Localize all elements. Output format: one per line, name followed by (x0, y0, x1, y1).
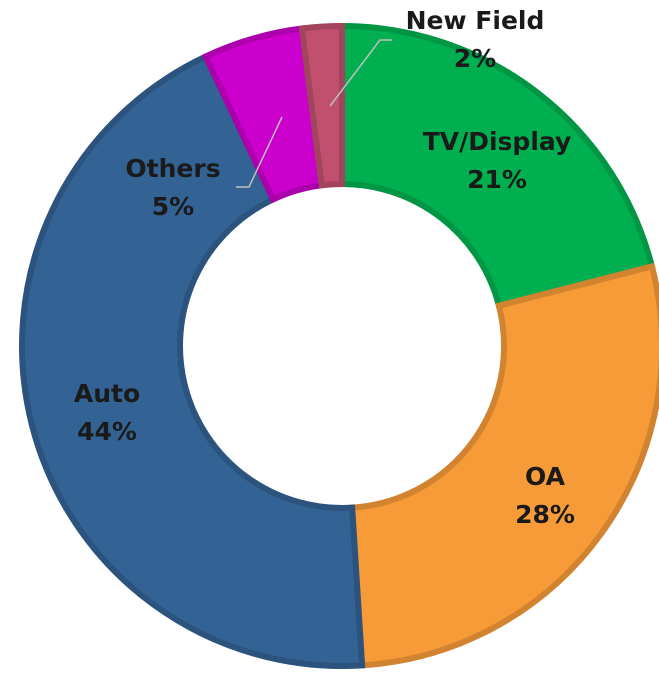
leader-line (329, 39, 392, 107)
slice-label: OA (525, 462, 566, 491)
labels: TV/Display 21% OA 28% Auto 44% Others 5% New Fie… (74, 6, 575, 529)
slices (19, 22, 659, 669)
slice-label: Auto (74, 379, 140, 408)
slice-value-label: 21% (467, 165, 527, 194)
slice-label: New Field (406, 6, 545, 35)
leader-line (236, 116, 283, 188)
slice-value-label: 44% (77, 417, 137, 446)
slice (298, 22, 345, 189)
slice-label: TV/Display (423, 127, 572, 156)
slice-value-label: 2% (454, 44, 496, 73)
slice (339, 22, 656, 310)
slice-label: Others (125, 154, 220, 183)
slice-value-label: 5% (152, 192, 194, 221)
slice (348, 262, 659, 669)
slice (19, 52, 366, 669)
slice-value-label: 28% (515, 500, 575, 529)
